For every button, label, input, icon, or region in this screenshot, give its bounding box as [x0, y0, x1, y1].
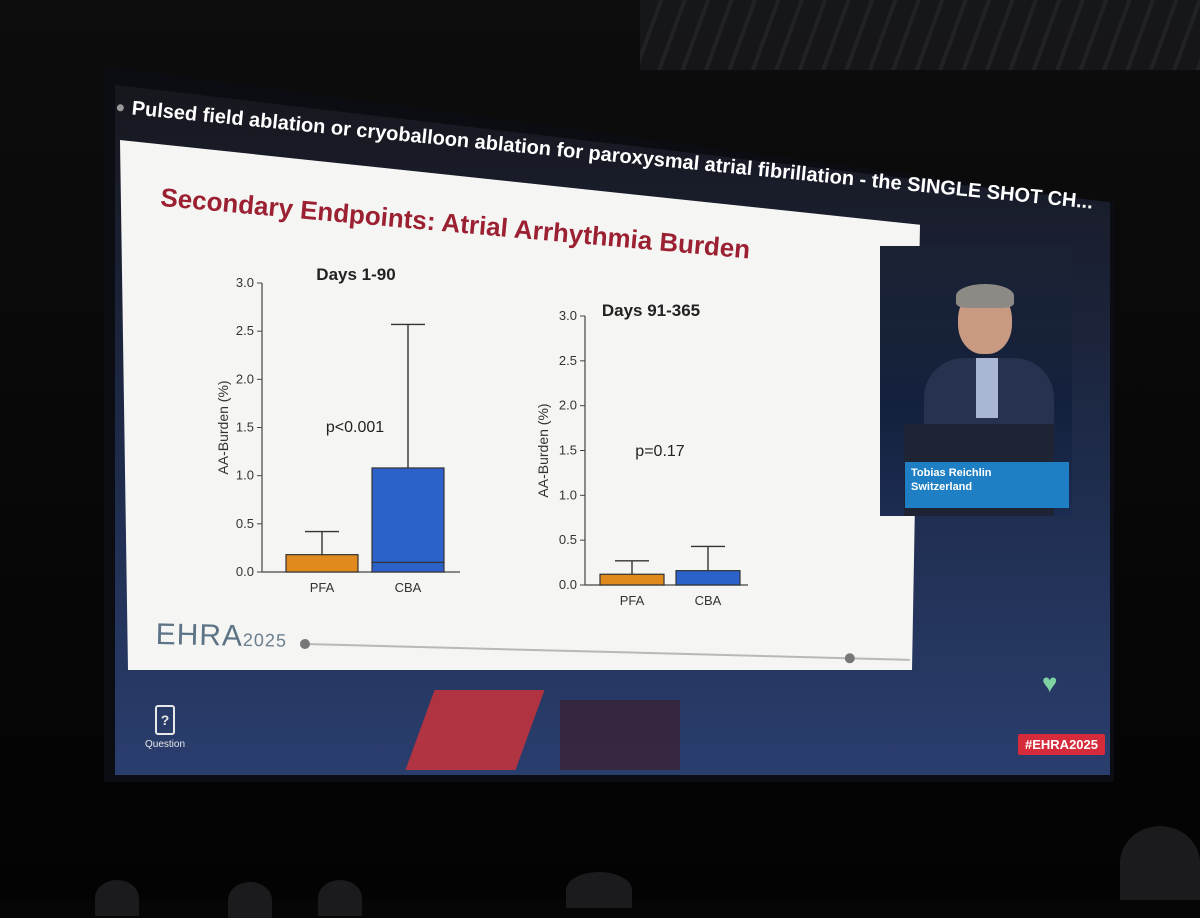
chart-days-91-365: 0.0 0.5 1.0 1.5 2.0 2.5 3.0 AA-Burden (%) Days 9…: [535, 301, 748, 608]
bar-cba: [675, 570, 741, 586]
dark-stripe-decoration: [560, 700, 680, 770]
audience-head: [1120, 826, 1200, 900]
y-tick-label: 3.0: [559, 308, 577, 323]
hashtag-badge: #EHRA2025: [1018, 734, 1105, 755]
chart-title: Days 1-90: [316, 265, 395, 284]
y-tick-label: 2.0: [236, 371, 254, 386]
p-value-annotation: p<0.001: [326, 419, 384, 436]
x-category-label: CBA: [395, 580, 422, 595]
speaker-shirt: [976, 358, 998, 418]
y-tick-label: 1.0: [236, 468, 254, 483]
bar-cba: [371, 467, 445, 573]
x-category-label: PFA: [620, 593, 645, 608]
phone-question-icon: ?: [155, 705, 175, 735]
y-axis-label: AA-Burden (%): [535, 403, 551, 497]
audience-head: [95, 880, 139, 916]
speaker-country: Switzerland: [911, 481, 973, 493]
question-button[interactable]: ? Question: [142, 705, 188, 750]
x-category-label: CBA: [695, 593, 722, 608]
ehra-logo-text: EHRA: [155, 618, 244, 653]
heart-icon: ♥: [1042, 668, 1058, 698]
audience-head: [318, 880, 362, 916]
chart-title: Days 91-365: [602, 301, 700, 320]
y-axis-label: AA-Burden (%): [215, 380, 231, 474]
speaker-nameplate: Tobias Reichlin Switzerland: [905, 462, 1069, 508]
y-tick-label: 0.0: [236, 564, 254, 579]
y-tick-label: 0.5: [236, 516, 254, 531]
y-tick-label: 1.0: [559, 487, 577, 502]
question-label: Question: [144, 739, 186, 750]
p-value-annotation: p=0.17: [635, 443, 684, 460]
slide-panel: [120, 140, 920, 670]
bar-pfa: [285, 554, 359, 573]
y-tick-label: 1.5: [559, 443, 577, 458]
audience-head: [566, 872, 632, 908]
ehra-logo: EHRA2025: [155, 618, 287, 655]
y-tick-label: 2.0: [559, 398, 577, 413]
chart-days-1-90: 0.0 0.5 1.0 1.5 2.0 2.5 3.0 AA-Burden (%) Days 1…: [215, 265, 460, 595]
speaker-name: Tobias Reichlin: [911, 467, 992, 479]
ceiling-panels: [640, 0, 1200, 70]
y-tick-label: 0.0: [559, 577, 577, 592]
y-tick-label: 0.5: [559, 532, 577, 547]
audience-head: [228, 882, 272, 918]
speaker-hair: [956, 284, 1014, 308]
x-category-label: PFA: [310, 580, 335, 595]
y-tick-label: 2.5: [559, 353, 577, 368]
y-tick-label: 1.5: [236, 420, 254, 435]
y-tick-label: 3.0: [236, 275, 254, 290]
y-tick-label: 2.5: [236, 323, 254, 338]
bar-pfa: [599, 573, 665, 586]
ehra-logo-year: 2025: [242, 629, 288, 651]
